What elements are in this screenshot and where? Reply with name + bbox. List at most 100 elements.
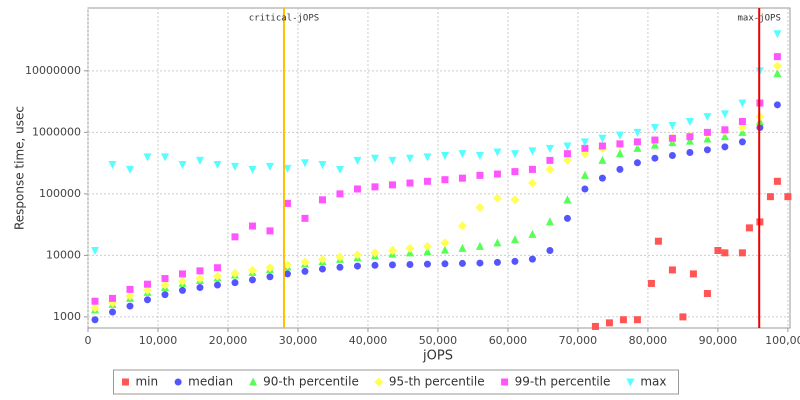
point [527, 178, 537, 188]
point [580, 170, 589, 179]
x-axis-title: jOPS [422, 349, 453, 364]
x-tick-label: 60,000 [489, 334, 528, 347]
point [371, 183, 379, 191]
point [647, 279, 655, 287]
point [388, 261, 396, 269]
point [493, 148, 502, 157]
x-tick-label: 10,000 [139, 334, 178, 347]
point [125, 291, 135, 301]
point [714, 247, 722, 255]
point [510, 195, 520, 205]
x-tick-label: 0 [85, 334, 92, 347]
x-tick-label: 50,000 [419, 334, 458, 347]
point [440, 238, 450, 248]
point [703, 146, 711, 154]
point [511, 257, 519, 265]
point [686, 149, 694, 157]
plot-area [87, 7, 791, 329]
point [440, 245, 449, 254]
point [563, 150, 571, 158]
point [387, 246, 397, 256]
point [265, 263, 275, 273]
point [196, 267, 204, 275]
point [458, 243, 467, 252]
point [563, 214, 571, 222]
point [318, 265, 326, 273]
point [353, 262, 361, 270]
x-tick-label: 80,000 [629, 334, 668, 347]
point [125, 165, 134, 174]
point [511, 168, 519, 176]
point [248, 222, 256, 230]
point [703, 113, 712, 122]
point [405, 243, 415, 253]
point [772, 61, 782, 71]
point [266, 273, 274, 281]
point [721, 126, 729, 134]
point [248, 276, 256, 284]
point [230, 162, 239, 171]
point [178, 270, 186, 278]
point [300, 159, 309, 168]
point [633, 159, 641, 167]
point [143, 153, 152, 162]
y-tick-label: 100000 [39, 187, 81, 200]
x-tick-label: 100,000 [765, 334, 800, 347]
point [353, 156, 362, 165]
point [679, 313, 687, 321]
point [423, 153, 432, 162]
legend-marker [121, 378, 129, 386]
point [318, 196, 326, 204]
point [773, 30, 782, 39]
point [545, 164, 555, 174]
point [598, 155, 607, 164]
point [721, 249, 729, 257]
point [766, 193, 774, 201]
point [423, 247, 432, 256]
point [689, 270, 697, 278]
point [605, 319, 613, 327]
point [510, 235, 519, 244]
point [336, 263, 344, 271]
point [633, 143, 642, 152]
point [248, 165, 257, 174]
point [161, 291, 169, 299]
point [213, 264, 221, 272]
point [475, 152, 484, 161]
point [406, 261, 414, 269]
point [616, 165, 624, 173]
point [633, 138, 641, 146]
point [546, 247, 554, 255]
point [108, 161, 117, 170]
point [301, 267, 309, 275]
point [598, 134, 607, 143]
legend-marker [626, 378, 635, 387]
point [493, 170, 501, 178]
point [160, 153, 169, 162]
x-tick-label: 90,000 [699, 334, 738, 347]
point [317, 254, 327, 264]
point [422, 241, 432, 251]
point [545, 217, 554, 226]
point [703, 290, 711, 298]
point [598, 142, 606, 150]
point [563, 195, 572, 204]
point [265, 162, 274, 171]
point [784, 193, 792, 201]
point [371, 261, 379, 269]
legend-label: 95-th percentile [389, 375, 485, 389]
point [633, 316, 641, 324]
point [703, 134, 712, 143]
point [441, 176, 449, 184]
legend-marker [174, 378, 182, 386]
point [143, 280, 151, 288]
point [737, 122, 747, 132]
point [300, 257, 310, 267]
point [318, 161, 327, 170]
y-tick-label: 1000 [53, 310, 81, 323]
point [528, 165, 536, 173]
point [685, 136, 694, 145]
point [178, 161, 187, 170]
point [668, 266, 676, 274]
point [773, 177, 781, 185]
